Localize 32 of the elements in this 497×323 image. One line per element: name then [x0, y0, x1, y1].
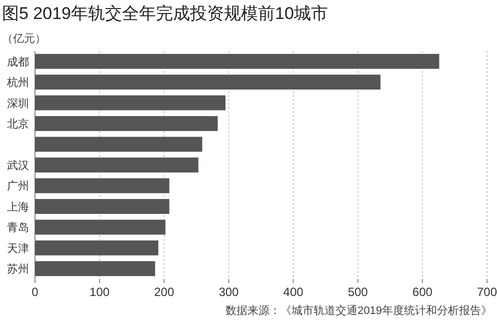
y-tick-label: 北京: [7, 118, 29, 131]
bar: [35, 198, 170, 214]
x-tick-label: 400: [283, 285, 304, 299]
x-tick-label: 0: [32, 285, 39, 299]
x-tick-label: 300: [218, 285, 240, 299]
bar: [35, 178, 170, 194]
bar: [35, 220, 166, 235]
y-axis-title: （亿元）: [2, 33, 46, 45]
y-tick-label: 上海: [7, 200, 29, 214]
y-tick-label: 青岛: [7, 221, 29, 234]
chart-title: 图5 2019年轨交全年完成投资规模前10城市: [2, 4, 328, 23]
bar: [35, 74, 380, 90]
y-tick-label: 天津: [7, 242, 29, 255]
bar: [35, 116, 218, 132]
bar: [35, 158, 198, 172]
x-tick-label: 700: [476, 285, 497, 299]
x-tick-label: 600: [412, 285, 433, 299]
bar: [35, 95, 226, 110]
source-note: 数据来源：《城市轨道交通2019年度统计和分析报告》: [226, 304, 492, 317]
y-tick-label: 成都: [7, 55, 29, 68]
y-tick-label: 广州: [7, 180, 29, 193]
x-tick-label: 100: [90, 285, 110, 299]
y-tick-label: 深圳: [7, 96, 29, 110]
x-tick-label: 500: [348, 285, 368, 299]
bar: [35, 136, 202, 152]
bar: [35, 54, 440, 69]
x-tick-label: 200: [154, 285, 174, 299]
y-tick-label: 武汉: [7, 159, 29, 172]
bar: [35, 261, 156, 276]
y-tick-label: 苏州: [7, 262, 29, 276]
bar: [35, 240, 158, 256]
y-tick-label: 杭州: [6, 76, 29, 90]
